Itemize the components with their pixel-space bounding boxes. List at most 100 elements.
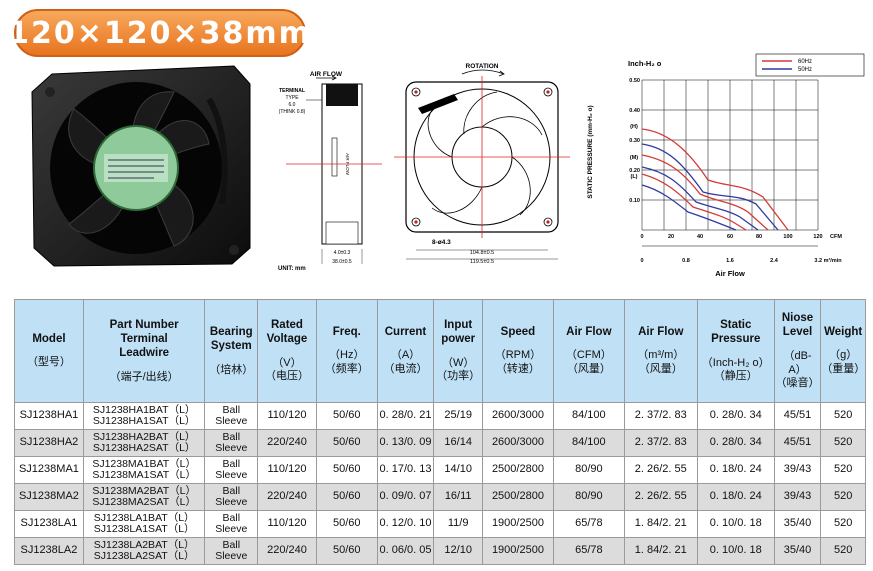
bearing-cell: Ball Sleeve xyxy=(204,483,259,511)
freq-cell: 50/60 xyxy=(315,429,378,457)
model-cell: SJ1238HA2 xyxy=(14,429,84,457)
column-header: Freq. （Hz） （频率） xyxy=(315,299,378,403)
part-number-cell: SJ1238HA1BAT（L） SJ1238HA1SAT（L） xyxy=(82,402,206,430)
cfm-cell: 80/90 xyxy=(552,483,625,511)
model-cell: SJ1238HA1 xyxy=(14,402,84,430)
svg-text:80: 80 xyxy=(756,234,762,240)
m3-cell: 2. 37/2. 83 xyxy=(623,402,698,430)
column-header: Weight （g） （重量） xyxy=(820,299,866,403)
bearing-cell: Ball Sleeve xyxy=(204,402,259,430)
m3-cell: 1. 84/2. 21 xyxy=(623,537,698,565)
column-header: Air Flow （m³/m） （风量） xyxy=(623,299,698,403)
table-row: SJ1238MA1 SJ1238MA1BAT（L） SJ1238MA1SAT（L） B… xyxy=(14,456,866,484)
legend-50hz: 50Hz xyxy=(798,67,812,73)
m3-cell: 2. 26/2. 55 xyxy=(623,483,698,511)
freq-cell: 50/60 xyxy=(315,402,378,430)
weight-cell: 520 xyxy=(820,510,866,538)
legend-60hz: 60Hz xyxy=(798,59,812,65)
speed-cell: 2500/2800 xyxy=(481,456,554,484)
unit-label: UNIT: mm xyxy=(278,266,306,272)
svg-text:100: 100 xyxy=(783,234,792,240)
svg-text:0.50: 0.50 xyxy=(629,78,640,84)
svg-text:TERMINAL: TERMINAL xyxy=(279,88,305,94)
noise-cell: 45/51 xyxy=(773,402,822,430)
part-number-cell: SJ1238MA2BAT（L） SJ1238MA2SAT（L） xyxy=(82,483,206,511)
performance-curve: Inch-H₂ o 60Hz 50Hz STATIC PRESSURE (mm-… xyxy=(587,53,865,278)
power-cell: 14/10 xyxy=(433,456,483,484)
speed-cell: 2500/2800 xyxy=(481,483,554,511)
power-cell: 25/19 xyxy=(433,402,483,430)
freq-cell: 50/60 xyxy=(315,537,378,565)
page-title: 120×120×38mm xyxy=(8,9,310,57)
front-dim-2: 119.5±0.5 xyxy=(470,259,494,265)
spec-table: Model （型号） Part Number Terminal Leadwire （端… xyxy=(14,299,866,565)
svg-text:40: 40 xyxy=(697,234,703,240)
cfm-cell: 84/100 xyxy=(552,429,625,457)
current-cell: 0. 28/0. 21 xyxy=(376,402,435,430)
noise-cell: 35/40 xyxy=(773,510,822,538)
cfm-cell: 65/78 xyxy=(552,510,625,538)
svg-text:6.0: 6.0 xyxy=(289,102,296,108)
side-view-drawing: AIR FLOW TERMINAL TYPE 6.0 (THINK 0.8) A… xyxy=(278,71,382,272)
column-header: Bearing System （培林） xyxy=(204,299,259,403)
svg-text:0.10: 0.10 xyxy=(629,198,640,204)
column-header: Rated Voltage （V） （电压） xyxy=(257,299,317,403)
bearing-cell: Ball Sleeve xyxy=(204,456,259,484)
voltage-cell: 110/120 xyxy=(257,510,317,538)
part-number-cell: SJ1238HA2BAT（L） SJ1238HA2SAT（L） xyxy=(82,429,206,457)
cfm-cell: 84/100 xyxy=(552,402,625,430)
svg-text:0.20: 0.20 xyxy=(629,168,640,174)
model-cell: SJ1238LA2 xyxy=(14,537,84,565)
table-row: SJ1238LA1 SJ1238LA1BAT（L） SJ1238LA1SAT（L） B… xyxy=(14,510,866,538)
current-cell: 0. 06/0. 05 xyxy=(376,537,435,565)
noise-cell: 39/43 xyxy=(773,483,822,511)
sp-cell: 0. 10/0. 18 xyxy=(696,510,775,538)
m3-cell: 2. 37/2. 83 xyxy=(623,429,698,457)
table-row: SJ1238HA1 SJ1238HA1BAT（L） SJ1238HA1SAT（L） B… xyxy=(14,402,866,430)
current-cell: 0. 12/0. 10 xyxy=(376,510,435,538)
speed-cell: 2600/3000 xyxy=(481,402,554,430)
svg-text:(THINK 0.8): (THINK 0.8) xyxy=(279,109,306,115)
weight-cell: 520 xyxy=(820,456,866,484)
rotation-label: ROTATION xyxy=(466,63,499,70)
power-cell: 16/14 xyxy=(433,429,483,457)
sp-cell: 0. 18/0. 24 xyxy=(696,456,775,484)
svg-text:(L): (L) xyxy=(630,174,637,180)
front-dim-1: 104.8±0.5 xyxy=(470,250,494,256)
sp-cell: 0. 18/0. 24 xyxy=(696,483,775,511)
voltage-cell: 110/120 xyxy=(257,456,317,484)
svg-text:(M): (M) xyxy=(630,155,638,161)
m3-cell: 2. 26/2. 55 xyxy=(623,456,698,484)
hole-spec: 8-ø4.3 xyxy=(432,239,451,246)
svg-text:0.40: 0.40 xyxy=(629,108,640,114)
column-header: Niose Level （dB-A） （噪音） xyxy=(773,299,822,403)
table-header-row: Model （型号） Part Number Terminal Leadwire （端… xyxy=(14,299,866,403)
front-view-drawing: ROTATION 8-ø4.3 104.8±0.5 119.5±0.5 xyxy=(394,63,570,265)
noise-cell: 39/43 xyxy=(773,456,822,484)
power-cell: 12/10 xyxy=(433,537,483,565)
model-cell: SJ1238MA1 xyxy=(14,456,84,484)
freq-cell: 50/60 xyxy=(315,456,378,484)
bearing-cell: Ball Sleeve xyxy=(204,510,259,538)
cfm-cell: 65/78 xyxy=(552,537,625,565)
current-cell: 0. 17/0. 13 xyxy=(376,456,435,484)
cfm-label: CFM xyxy=(830,234,842,240)
part-number-cell: SJ1238LA1BAT（L） SJ1238LA1SAT（L） xyxy=(82,510,206,538)
sp-cell: 0. 10/0. 18 xyxy=(696,537,775,565)
voltage-cell: 220/240 xyxy=(257,429,317,457)
cfm-cell: 80/90 xyxy=(552,456,625,484)
curve-y-unit: Inch-H₂ o xyxy=(628,59,662,68)
power-cell: 16/11 xyxy=(433,483,483,511)
current-cell: 0. 13/0. 09 xyxy=(376,429,435,457)
side-dim-2: 38.0±0.5 xyxy=(332,259,352,265)
column-header: Air Flow （CFM） （风量） xyxy=(552,299,625,403)
side-dim-1: 4.0±0.3 xyxy=(334,250,351,256)
freq-cell: 50/60 xyxy=(315,510,378,538)
voltage-cell: 110/120 xyxy=(257,402,317,430)
svg-text:0: 0 xyxy=(640,258,643,264)
noise-cell: 45/51 xyxy=(773,429,822,457)
svg-text:(H): (H) xyxy=(630,124,638,130)
part-number-cell: SJ1238LA2BAT（L） SJ1238LA2SAT（L） xyxy=(82,537,206,565)
weight-cell: 520 xyxy=(820,483,866,511)
curve-x-title: Air Flow xyxy=(715,269,745,278)
